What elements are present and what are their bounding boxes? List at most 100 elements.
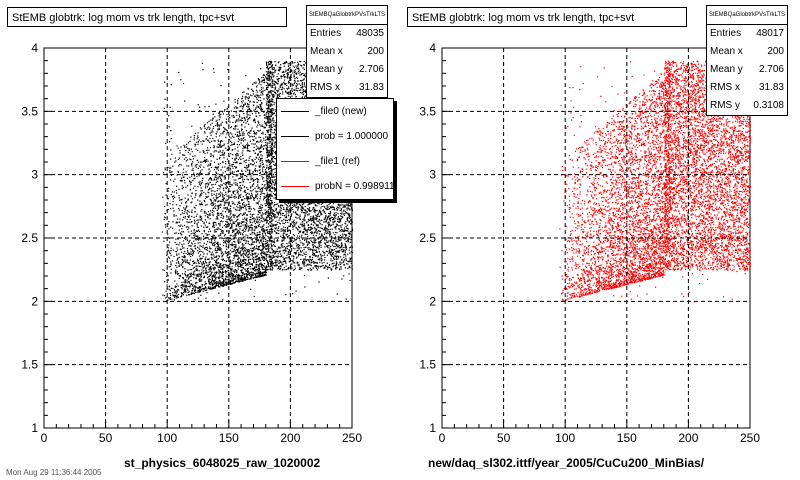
scatter-point	[271, 176, 273, 178]
scatter-point	[266, 268, 268, 270]
scatter-point	[238, 222, 240, 224]
scatter-point	[309, 207, 311, 209]
scatter-point	[187, 216, 189, 218]
scatter-point	[245, 175, 247, 177]
scatter-point	[307, 247, 309, 249]
scatter-point	[297, 203, 299, 205]
scatter-point	[201, 180, 203, 182]
scatter-point	[300, 258, 302, 261]
scatter-point	[281, 220, 283, 222]
scatter-point	[349, 260, 351, 262]
scatter-point	[321, 213, 323, 215]
scatter-point	[269, 265, 271, 267]
scatter-point	[266, 216, 269, 218]
scatter-point	[290, 214, 292, 216]
scatter-point	[304, 215, 306, 217]
scatter-point	[221, 145, 224, 147]
scatter-point	[349, 238, 351, 240]
scatter-point	[289, 229, 291, 231]
scatter-point	[226, 199, 228, 201]
scatter-point	[222, 200, 224, 202]
scatter-point	[190, 184, 192, 186]
scatter-point	[267, 86, 269, 88]
scatter-point	[177, 293, 179, 296]
scatter-point	[314, 222, 316, 224]
scatter-point	[224, 240, 226, 242]
scatter-point	[341, 230, 343, 232]
scatter-point	[247, 99, 250, 102]
scatter-point	[316, 228, 318, 230]
scatter-point	[301, 96, 304, 98]
scatter-point	[264, 133, 266, 135]
scatter-point	[245, 228, 247, 230]
scatter-point	[239, 132, 241, 135]
scatter-point	[267, 147, 269, 149]
scatter-point	[335, 250, 337, 252]
scatter-point	[310, 259, 312, 261]
scatter-point	[217, 146, 219, 148]
scatter-point	[242, 250, 244, 252]
scatter-point	[172, 249, 174, 251]
scatter-point	[270, 75, 272, 77]
scatter-point	[272, 67, 274, 69]
scatter-point	[215, 167, 217, 169]
scatter-point	[273, 94, 275, 96]
scatter-point	[252, 196, 254, 199]
scatter-point	[236, 154, 238, 156]
scatter-point	[241, 97, 243, 99]
scatter-point	[243, 134, 245, 136]
scatter-point	[214, 206, 216, 208]
scatter-point	[257, 258, 259, 260]
scatter-point	[297, 262, 299, 264]
scatter-point	[314, 241, 316, 243]
scatter-point	[347, 207, 349, 209]
scatter-point	[331, 228, 333, 230]
scatter-point	[344, 206, 346, 208]
scatter-point	[263, 78, 266, 80]
scatter-point	[192, 187, 195, 189]
scatter-point	[220, 276, 222, 278]
scatter-point	[189, 235, 191, 237]
scatter-point	[188, 149, 190, 151]
scatter-point	[213, 145, 215, 147]
scatter-point	[271, 219, 273, 221]
scatter-point	[286, 205, 288, 207]
scatter-point	[322, 250, 324, 252]
scatter-point	[185, 236, 187, 238]
scatter-point	[349, 279, 351, 281]
scatter-point	[269, 266, 271, 268]
scatter-point	[265, 145, 268, 147]
scatter-point	[193, 266, 196, 268]
scatter-point	[180, 233, 182, 235]
scatter-point	[259, 151, 261, 153]
scatter-point	[272, 132, 274, 134]
scatter-point	[269, 64, 271, 66]
scatter-point	[323, 205, 325, 208]
scatter-point	[194, 287, 196, 289]
scatter-point	[169, 289, 171, 291]
scatter-point	[266, 240, 268, 242]
scatter-point	[244, 278, 246, 280]
scatter-point	[269, 95, 271, 97]
scatter-point	[250, 196, 252, 198]
scatter-point	[245, 225, 247, 227]
scatter-point	[291, 245, 293, 247]
scatter-point	[266, 99, 269, 101]
scatter-point	[205, 269, 207, 271]
scatter-point	[205, 233, 207, 235]
scatter-point	[167, 247, 169, 249]
scatter-point	[246, 93, 248, 95]
scatter-point	[293, 89, 295, 91]
scatter-point	[267, 210, 269, 212]
scatter-point	[272, 76, 274, 78]
scatter-point	[271, 266, 274, 268]
scatter-point	[185, 226, 187, 228]
scatter-point	[184, 208, 186, 210]
scatter-point	[348, 231, 350, 233]
scatter-point	[229, 136, 231, 138]
scatter-point	[247, 206, 249, 208]
scatter-point	[198, 275, 200, 277]
scatter-point	[308, 200, 310, 202]
scatter-point	[268, 64, 270, 66]
scatter-point	[265, 205, 267, 207]
